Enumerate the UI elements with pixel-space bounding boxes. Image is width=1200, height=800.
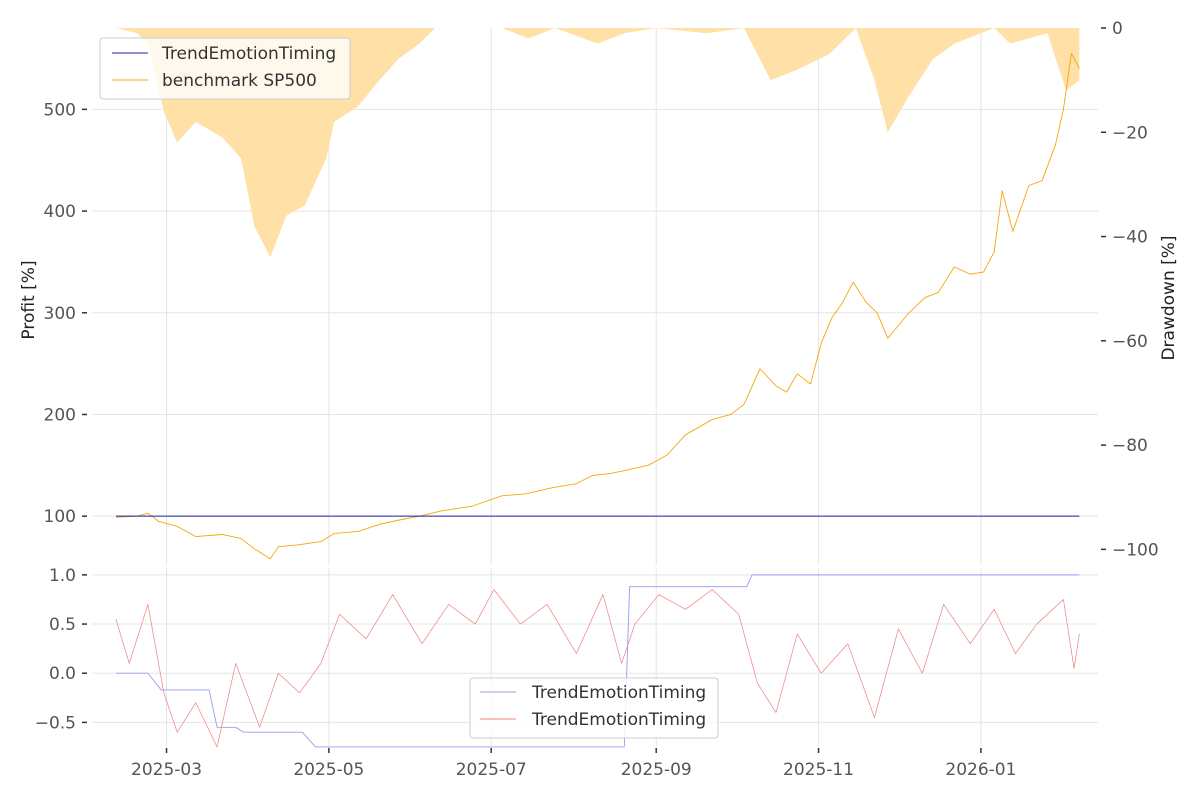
top-right-tick-label: 0 (1112, 19, 1123, 39)
top-right-tick-label: −60 (1112, 332, 1148, 352)
bottom-panel-series (115, 574, 1080, 748)
top-legend-label-benchmark: benchmark SP500 (162, 71, 317, 91)
bottom-legend: TrendEmotionTiming TrendEmotionTiming (469, 677, 719, 739)
bottom-left-tick-label: 0.5 (49, 615, 76, 635)
x-tick-label: 2025-07 (456, 760, 527, 780)
bottom-left-tick-label: 0.0 (49, 664, 76, 684)
y-axis-label-right: Drawdown [%] (1159, 235, 1179, 360)
top-left-axis-ticks: 100 200 300 400 500 (44, 100, 87, 527)
top-right-axis-ticks: 0 −20 −40 −60 −80 −100 (1101, 19, 1159, 560)
bottom-legend-label-signal: TrendEmotionTiming (531, 710, 706, 730)
x-tick-label: 2025-11 (783, 760, 854, 780)
top-left-tick-label: 200 (44, 405, 76, 425)
bottom-legend-box (469, 677, 719, 739)
top-left-tick-label: 300 (44, 304, 76, 324)
top-legend-box (99, 37, 351, 100)
top-left-tick-label: 400 (44, 202, 76, 222)
y-axis-label-left: Profit [%] (19, 260, 39, 339)
top-right-tick-label: −40 (1112, 228, 1148, 248)
series-benchmark-sp500-line (115, 52, 1080, 560)
drawdown-area-layer (115, 28, 1080, 258)
bottom-left-tick-label: −0.5 (35, 713, 76, 733)
x-tick-label: 2025-03 (131, 760, 202, 780)
bottom-left-tick-label: 1.0 (49, 566, 76, 586)
top-right-tick-label: −80 (1112, 436, 1148, 456)
top-left-tick-label: 500 (44, 100, 76, 120)
top-legend-label-strategy: TrendEmotionTiming (161, 44, 336, 64)
top-right-tick-label: −20 (1112, 123, 1148, 143)
x-tick-label: 2026-01 (945, 760, 1016, 780)
bottom-left-axis-ticks: −0.5 0.0 0.5 1.0 (35, 566, 87, 733)
x-axis-ticks: 2025-03 2025-05 2025-07 2025-09 2025-11 2026-… (131, 748, 1016, 780)
x-tick-label: 2025-05 (293, 760, 364, 780)
top-left-tick-label: 100 (44, 507, 76, 527)
series-signal-line (115, 589, 1080, 748)
bottom-legend-label-position: TrendEmotionTiming (531, 683, 706, 703)
top-right-tick-label: −100 (1112, 540, 1159, 560)
top-panel-series (115, 52, 1080, 560)
series-position-line (115, 574, 1080, 748)
top-legend: TrendEmotionTiming benchmark SP500 (99, 37, 351, 100)
drawdown-area (115, 28, 1080, 258)
x-tick-label: 2025-09 (621, 760, 692, 780)
